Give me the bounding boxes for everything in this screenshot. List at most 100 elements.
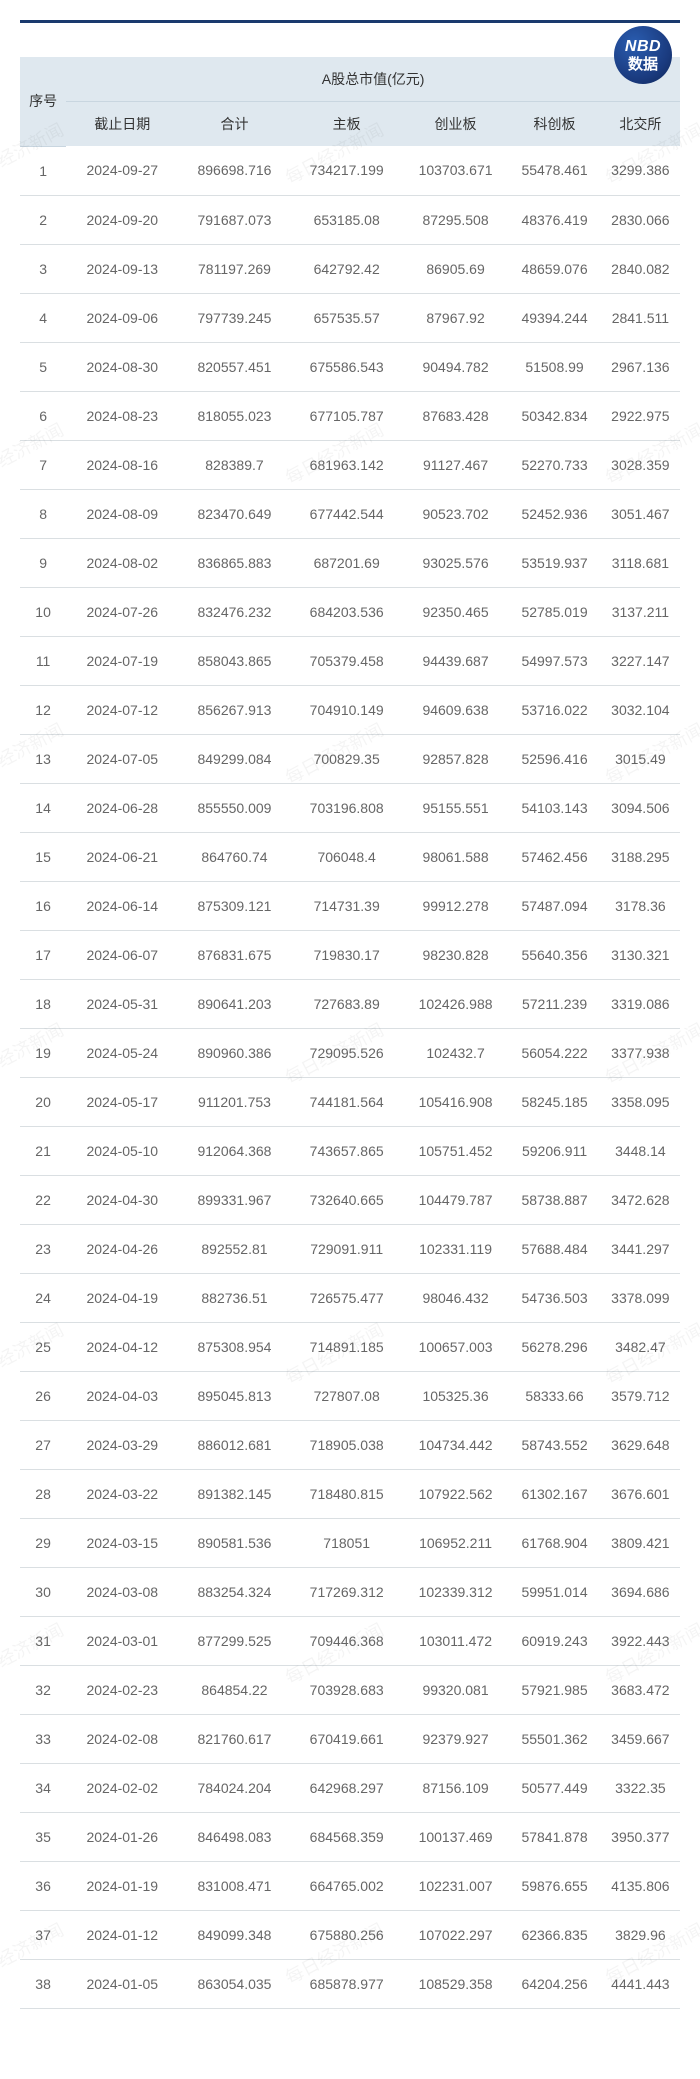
- table-cell: 818055.023: [178, 391, 290, 440]
- col-bse: 北交所: [601, 102, 680, 147]
- table-cell: 876831.675: [178, 930, 290, 979]
- table-cell: 2024-08-09: [66, 489, 178, 538]
- table-cell: 50577.449: [508, 1763, 600, 1812]
- table-cell: 20: [20, 1077, 66, 1126]
- table-cell: 2024-07-19: [66, 636, 178, 685]
- table-cell: 87683.428: [403, 391, 509, 440]
- table-cell: 832476.232: [178, 587, 290, 636]
- table-cell: 58738.887: [508, 1175, 600, 1224]
- table-cell: 681963.142: [291, 440, 403, 489]
- table-row: 382024-01-05863054.035685878.977108529.3…: [20, 1959, 680, 2008]
- table-cell: 53716.022: [508, 685, 600, 734]
- table-cell: 3579.712: [601, 1371, 680, 1420]
- table-cell: 2024-05-10: [66, 1126, 178, 1175]
- table-cell: 1: [20, 146, 66, 195]
- table-cell: 57921.985: [508, 1665, 600, 1714]
- table-cell: 744181.564: [291, 1077, 403, 1126]
- table-cell: 104734.442: [403, 1420, 509, 1469]
- table-cell: 3676.601: [601, 1469, 680, 1518]
- table-cell: 94439.687: [403, 636, 509, 685]
- table-cell: 86905.69: [403, 244, 509, 293]
- table-cell: 32: [20, 1665, 66, 1714]
- table-cell: 2024-07-12: [66, 685, 178, 734]
- table-cell: 3227.147: [601, 636, 680, 685]
- table-cell: 877299.525: [178, 1616, 290, 1665]
- table-cell: 100137.469: [403, 1812, 509, 1861]
- table-cell: 705379.458: [291, 636, 403, 685]
- nbd-logo: NBD 数据: [614, 26, 672, 84]
- table-cell: 55640.356: [508, 930, 600, 979]
- table-cell: 892552.81: [178, 1224, 290, 1273]
- table-cell: 61768.904: [508, 1518, 600, 1567]
- table-cell: 685878.977: [291, 1959, 403, 2008]
- table-cell: 28: [20, 1469, 66, 1518]
- table-cell: 64204.256: [508, 1959, 600, 2008]
- table-cell: 35: [20, 1812, 66, 1861]
- table-cell: 102339.312: [403, 1567, 509, 1616]
- table-cell: 2830.066: [601, 195, 680, 244]
- table-cell: 13: [20, 734, 66, 783]
- table-cell: 59206.911: [508, 1126, 600, 1175]
- table-cell: 36: [20, 1861, 66, 1910]
- table-cell: 2024-01-19: [66, 1861, 178, 1910]
- table-row: 162024-06-14875309.121714731.3999912.278…: [20, 881, 680, 930]
- table-cell: 3694.686: [601, 1567, 680, 1616]
- table-row: 202024-05-17911201.753744181.564105416.9…: [20, 1077, 680, 1126]
- table-cell: 677105.787: [291, 391, 403, 440]
- table-cell: 99912.278: [403, 881, 509, 930]
- table-row: 332024-02-08821760.617670419.66192379.92…: [20, 1714, 680, 1763]
- table-row: 292024-03-15890581.536718051106952.21161…: [20, 1518, 680, 1567]
- table-cell: 2024-05-31: [66, 979, 178, 1028]
- table-cell: 886012.681: [178, 1420, 290, 1469]
- table-row: 152024-06-21864760.74706048.498061.58857…: [20, 832, 680, 881]
- table-cell: 2024-05-24: [66, 1028, 178, 1077]
- table-cell: 34: [20, 1763, 66, 1812]
- table-cell: 743657.865: [291, 1126, 403, 1175]
- table-cell: 99320.081: [403, 1665, 509, 1714]
- table-cell: 727683.89: [291, 979, 403, 1028]
- table-row: 92024-08-02836865.883687201.6993025.5765…: [20, 538, 680, 587]
- table-row: 132024-07-05849299.084700829.3592857.828…: [20, 734, 680, 783]
- table-cell: 2840.082: [601, 244, 680, 293]
- table-cell: 706048.4: [291, 832, 403, 881]
- table-cell: 3950.377: [601, 1812, 680, 1861]
- table-row: 222024-04-30899331.967732640.665104479.7…: [20, 1175, 680, 1224]
- table-cell: 2024-08-23: [66, 391, 178, 440]
- table-cell: 16: [20, 881, 66, 930]
- table-cell: 729095.526: [291, 1028, 403, 1077]
- table-cell: 642968.297: [291, 1763, 403, 1812]
- table-cell: 15: [20, 832, 66, 881]
- table-cell: 37: [20, 1910, 66, 1959]
- table-cell: 703196.808: [291, 783, 403, 832]
- table-cell: 12: [20, 685, 66, 734]
- table-cell: 653185.08: [291, 195, 403, 244]
- table-cell: 2024-06-07: [66, 930, 178, 979]
- table-row: 342024-02-02784024.204642968.29787156.10…: [20, 1763, 680, 1812]
- table-cell: 2967.136: [601, 342, 680, 391]
- table-cell: 52596.416: [508, 734, 600, 783]
- table-cell: 29: [20, 1518, 66, 1567]
- table-cell: 8: [20, 489, 66, 538]
- table-cell: 58743.552: [508, 1420, 600, 1469]
- logo-zh-text: 数据: [628, 57, 658, 72]
- table-cell: 54103.143: [508, 783, 600, 832]
- table-cell: 2024-02-23: [66, 1665, 178, 1714]
- table-row: 82024-08-09823470.649677442.54490523.702…: [20, 489, 680, 538]
- table-cell: 57487.094: [508, 881, 600, 930]
- table-cell: 48659.076: [508, 244, 600, 293]
- table-row: 232024-04-26892552.81729091.911102331.11…: [20, 1224, 680, 1273]
- table-cell: 2024-03-08: [66, 1567, 178, 1616]
- table-cell: 2024-01-05: [66, 1959, 178, 2008]
- table-cell: 684203.536: [291, 587, 403, 636]
- table-cell: 107922.562: [403, 1469, 509, 1518]
- table-cell: 820557.451: [178, 342, 290, 391]
- table-cell: 6: [20, 391, 66, 440]
- table-cell: 92379.927: [403, 1714, 509, 1763]
- table-cell: 704910.149: [291, 685, 403, 734]
- table-cell: 56054.222: [508, 1028, 600, 1077]
- table-cell: 864854.22: [178, 1665, 290, 1714]
- table-row: 192024-05-24890960.386729095.526102432.7…: [20, 1028, 680, 1077]
- table-cell: 687201.69: [291, 538, 403, 587]
- table-cell: 875308.954: [178, 1322, 290, 1371]
- table-row: 102024-07-26832476.232684203.53692350.46…: [20, 587, 680, 636]
